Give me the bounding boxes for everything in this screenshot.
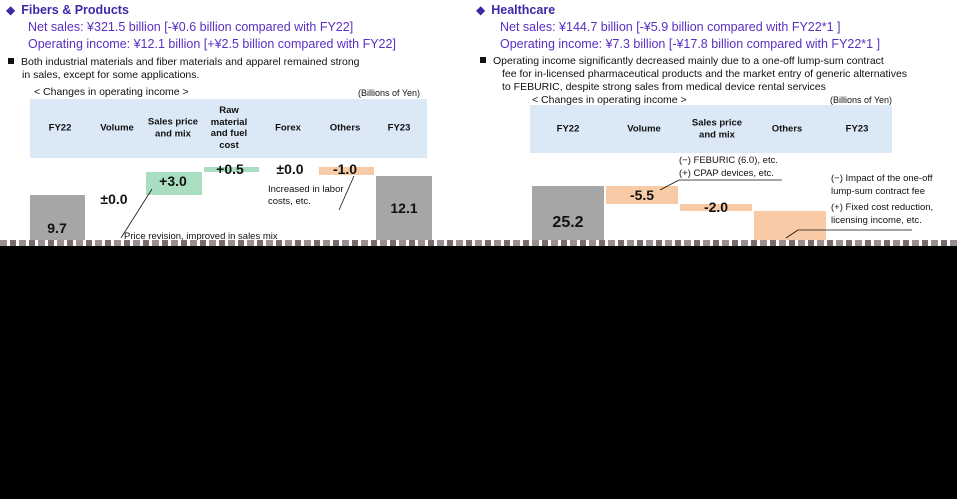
annotation-volume-1: (−) FEBURIC (6.0), etc. [679,155,778,166]
annotation-others-3: (+) Fixed cost reduction, [831,202,934,213]
bar-volume-hc [606,186,678,204]
bar-price-mix-hc [680,204,752,211]
annotation-others-2: lump-sum contract fee [831,186,925,197]
value-volume: ±0.0 [100,191,128,207]
healthcare-panel: ◆ Healthcare Net sales: ¥144.7 billion [-… [472,0,957,246]
annotation-others-1: (−) Impact of the one-off [831,173,933,184]
value-volume-hc: -5.5 [629,187,655,203]
col-header-volume: Volume [100,122,134,134]
column-header-band-healthcare [530,105,892,153]
annotation-lines-healthcare [659,179,912,239]
col-header-fy23-hc: FY23 [845,123,869,135]
col-header-others: Others [329,122,361,134]
net-sales-fibers: Net sales: ¥321.5 billion [-¥0.6 billion… [28,20,354,34]
bar-price-mix [146,172,202,195]
col-header-fy22-hc: FY22 [556,123,580,135]
operating-income-fibers: Operating income: ¥12.1 billion [+¥2.5 b… [28,37,396,51]
square-bullet-icon [480,57,486,63]
col-header-others-hc: Others [771,123,803,135]
diamond-icon: ◆ [6,3,16,17]
col-header-forex: Forex [275,122,301,134]
annotation-others-fibers: Increased in labor costs, etc. [268,184,344,207]
value-others: -1.0 [332,161,358,177]
chart-subtitle-fibers: < Changes in operating income > [34,86,189,98]
unit-label-healthcare: (Billions of Yen) [830,95,893,105]
bullet-fibers-cont: in sales, except for some applications. [22,69,200,81]
bar-fy22 [30,195,85,246]
bullet-fibers: Both industrial materials and fiber mate… [8,56,360,69]
col-header-price-mix: Sales price and mix [147,116,199,140]
annotation-lines-fibers [120,175,355,239]
fibers-products-panel: ◆ Fibers & Products Net sales: ¥321.5 bil… [0,0,470,246]
bullet-healthcare-cont1: fee for in-licensed pharmaceutical produ… [502,68,908,80]
chart-subtitle-healthcare: < Changes in operating income > [532,94,687,106]
annotation-others-4: licensing income, etc. [831,215,922,226]
operating-income-healthcare: Operating income: ¥7.3 billion [-¥17.8 b… [500,37,881,51]
bar-others [319,167,374,175]
value-fy22-hc: 25.2 [552,214,584,231]
annotation-volume-2: (+) CPAP devices, etc. [679,168,774,179]
bar-fy22-hc [532,186,604,246]
col-header-price-mix-hc: Sales price and mix [691,117,743,141]
unit-label-fibers: (Billions of Yen) [358,88,421,98]
net-sales-healthcare: Net sales: ¥144.7 billion [-¥5.9 billion… [500,20,841,34]
segment-title-healthcare: ◆ Healthcare [476,3,556,17]
bullet-healthcare: Operating income significantly decreased… [480,55,884,68]
column-header-band-fibers [30,99,427,158]
value-forex: ±0.0 [276,161,304,177]
bar-fy23 [376,176,432,246]
value-price-mix-hc: -2.0 [703,199,729,215]
slide-area: ◆ Fibers & Products Net sales: ¥321.5 bil… [0,0,957,246]
square-bullet-icon [8,58,14,64]
bullet-healthcare-cont2: to FEBURIC, despite strong sales from me… [502,81,826,93]
image-artifact-strip [0,240,957,246]
value-raw-material: +0.5 [216,161,244,177]
annotation-price-fibers: Price revision, improved in sales mix [124,231,278,242]
col-header-fy23: FY23 [387,122,411,134]
segment-title-fibers: ◆ Fibers & Products [6,3,129,17]
diamond-icon: ◆ [476,3,486,17]
value-fy22: 9.7 [47,220,67,236]
col-header-fy22: FY22 [48,122,72,134]
bar-raw-material [204,167,259,172]
col-header-raw-material: Raw material and fuel cost [210,105,248,151]
col-header-volume-hc: Volume [627,123,661,135]
value-fy23: 12.1 [390,200,418,216]
value-price-mix: +3.0 [159,173,187,189]
